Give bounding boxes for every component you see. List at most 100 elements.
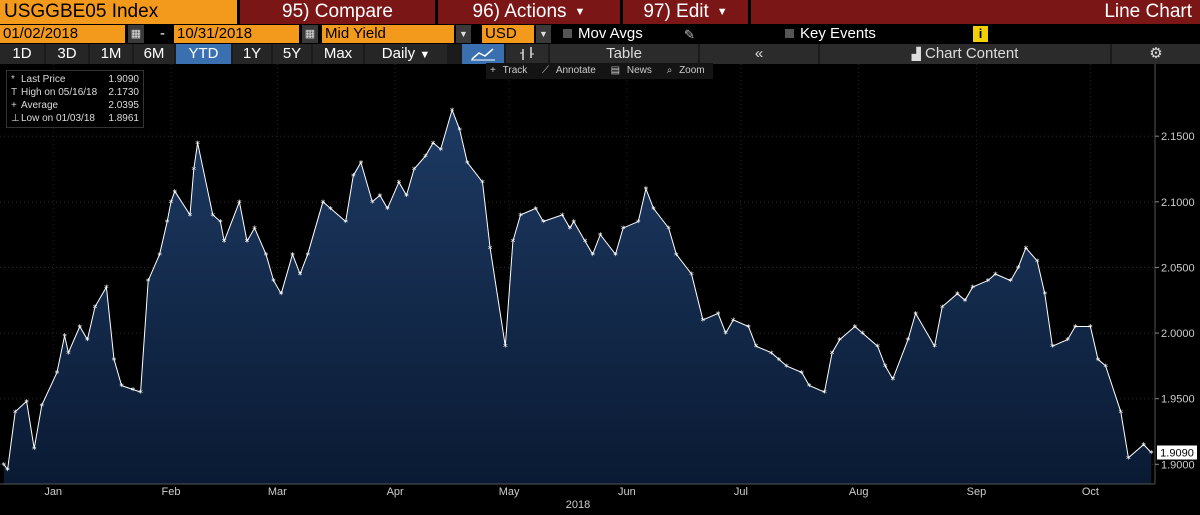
data-point: *: [465, 159, 470, 169]
zoom-tool[interactable]: ⌕ Zoom: [666, 65, 705, 76]
data-point: *: [431, 140, 436, 150]
frequency-select[interactable]: Daily ▼: [365, 44, 447, 64]
security-ticker[interactable]: USGGBE05 Index: [0, 0, 237, 24]
actions-menu-label: 96) Actions: [472, 1, 567, 23]
bar-chart-icon[interactable]: [506, 44, 548, 64]
data-point: *: [518, 212, 523, 222]
data-point: *: [78, 324, 83, 334]
data-point: *: [1073, 324, 1078, 334]
legend-symbol: *: [11, 74, 15, 85]
data-point: *: [138, 389, 143, 399]
collapse-button[interactable]: «: [700, 44, 818, 64]
calendar-icon[interactable]: ▦: [302, 25, 318, 43]
legend-high: T High on 05/16/18 2.1730: [11, 86, 139, 99]
data-point: *: [913, 310, 918, 320]
chart-content-icon: ▟: [911, 47, 921, 61]
mov-avgs-checkbox[interactable]: [563, 29, 572, 38]
annotate-label: Annotate: [555, 65, 596, 76]
data-point: *: [404, 192, 409, 202]
range-max[interactable]: Max: [313, 44, 363, 64]
data-point: *: [328, 205, 333, 215]
data-point: *: [777, 356, 782, 366]
data-point: *: [837, 337, 842, 347]
actions-menu[interactable]: 96) Actions ▼: [438, 0, 620, 24]
range-ytd[interactable]: YTD: [176, 44, 231, 64]
pencil-icon[interactable]: ✎: [684, 27, 695, 42]
table-button[interactable]: Table: [550, 44, 698, 64]
data-point: *: [112, 356, 117, 366]
chevron-down-icon: ▼: [419, 49, 431, 61]
chart-type-menu[interactable]: Line Chart: [751, 0, 1200, 24]
data-point: *: [385, 205, 390, 215]
data-point: *: [644, 186, 649, 196]
data-point: *: [754, 343, 759, 353]
range-6m[interactable]: 6M: [134, 44, 174, 64]
data-point: *: [932, 343, 937, 353]
range-3d[interactable]: 3D: [46, 44, 88, 64]
key-events-label: Key Events: [800, 25, 876, 42]
chart-content-button[interactable]: ▟ Chart Content: [820, 44, 1110, 64]
range-5y[interactable]: 5Y: [273, 44, 311, 64]
data-point: *: [613, 251, 618, 261]
news-tool[interactable]: ▤ News: [610, 65, 652, 76]
chevron-down-icon[interactable]: ▼: [456, 25, 471, 43]
data-point: *: [940, 304, 945, 314]
compare-menu[interactable]: 95) Compare: [240, 0, 435, 24]
track-tool[interactable]: + Track: [490, 65, 528, 76]
gear-icon[interactable]: ⚙: [1112, 44, 1200, 64]
data-point: *: [169, 199, 174, 209]
currency-select[interactable]: USD: [482, 25, 534, 43]
data-point: *: [321, 199, 326, 209]
x-tick-label: Jul: [734, 486, 748, 498]
data-point: *: [1088, 324, 1093, 334]
annotate-tool[interactable]: ⟋ Annotate: [542, 65, 596, 76]
data-point: *: [891, 376, 896, 386]
key-events-checkbox[interactable]: [785, 29, 794, 38]
data-point: *: [165, 219, 170, 229]
track-label: Track: [502, 65, 528, 76]
data-point: *: [533, 205, 538, 215]
data-point: *: [66, 350, 71, 360]
edit-menu-label: 97) Edit: [643, 1, 709, 23]
data-point: *: [222, 238, 227, 248]
legend-symbol: +: [11, 100, 17, 111]
data-point: *: [119, 383, 124, 393]
data-point: *: [875, 343, 880, 353]
data-point: *: [906, 337, 911, 347]
legend-value: 2.1730: [108, 87, 139, 98]
info-icon[interactable]: i: [973, 26, 988, 42]
data-point: *: [264, 251, 269, 261]
legend-label: Average: [21, 100, 59, 111]
data-point: *: [423, 153, 428, 163]
chevron-down-icon: ▼: [574, 6, 586, 18]
last-price-value: 1.9090: [1160, 448, 1194, 460]
calendar-icon[interactable]: ▦: [128, 25, 144, 43]
data-point: *: [1096, 356, 1101, 366]
range-1m[interactable]: 1M: [90, 44, 132, 64]
range-1d[interactable]: 1D: [0, 44, 44, 64]
x-axis-title: 2018: [566, 499, 590, 511]
data-point: *: [822, 389, 827, 399]
data-point: *: [1126, 455, 1131, 465]
data-point: *: [716, 310, 721, 320]
edit-menu[interactable]: 97) Edit ▼: [623, 0, 748, 24]
end-date-field[interactable]: 10/31/2018: [174, 25, 299, 43]
start-date-field[interactable]: 01/02/2018: [0, 25, 125, 43]
x-tick-label: May: [499, 486, 520, 498]
x-tick-label: Feb: [161, 486, 180, 498]
data-point: *: [188, 212, 193, 222]
chevron-down-icon[interactable]: ▼: [536, 25, 551, 43]
data-point: *: [621, 225, 626, 235]
data-point: *: [343, 219, 348, 229]
data-point: *: [173, 188, 178, 198]
data-point: *: [1141, 442, 1146, 452]
field-select[interactable]: Mid Yield: [322, 25, 454, 43]
line-chart-icon[interactable]: [462, 44, 504, 64]
range-1y[interactable]: 1Y: [233, 44, 271, 64]
data-point: *: [438, 146, 443, 156]
x-tick-label: Mar: [268, 486, 287, 498]
chart-tools: + Track ⟋ Annotate ▤ News ⌕ Zoom: [486, 63, 713, 79]
data-point: *: [666, 225, 671, 235]
chart-content-label: Chart Content: [925, 45, 1019, 62]
